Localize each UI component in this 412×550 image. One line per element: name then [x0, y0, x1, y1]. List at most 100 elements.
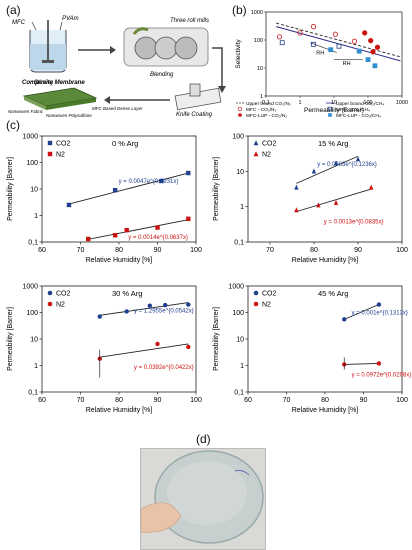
data-point [333, 160, 339, 166]
legend-label: N2 [56, 152, 65, 159]
data-point [276, 34, 283, 40]
data-point [163, 302, 168, 308]
data-point [186, 344, 191, 350]
legend-label: Upper bound CO₂/N₂ [246, 101, 291, 107]
data-point [369, 184, 374, 190]
y-tick-label: 1 [34, 213, 38, 220]
y-tick-label: 1000 [22, 134, 38, 141]
y-tick-label: 0,1 [28, 390, 38, 397]
y-tick-label: 100 [26, 310, 38, 317]
panel-label-d: (d) [196, 432, 211, 446]
legend-swatch [47, 151, 53, 157]
x-tick-label: 100 [396, 247, 408, 254]
data-point [97, 314, 102, 319]
data-point [316, 202, 321, 208]
panel-label-a: (a) [6, 3, 21, 17]
label-knife-coating: Knife Coating [176, 112, 213, 118]
x-tick-label: 70 [77, 397, 85, 404]
y-tick-label: 0,1 [234, 390, 244, 397]
fit-equation: y = 0.0013e^{0.0835x} [324, 220, 384, 226]
legend-label: CO2 [56, 141, 71, 148]
y-tick-label: 1 [240, 363, 244, 370]
permeability-plot-45-arg: 60 70 80 90 100 0,1 1 10 100 1000 Relative Humidit… [213, 284, 412, 415]
x-axis-label: Relative Humidity [%] [86, 257, 153, 264]
data-point [86, 236, 91, 242]
trend-line [99, 302, 189, 316]
data-point [362, 30, 368, 36]
data-point [147, 303, 152, 308]
fit-equation: y = 0.0972e^{0.0208x} [352, 372, 412, 378]
x-tick-label: 90 [360, 397, 368, 404]
data-point [365, 57, 371, 62]
legend-label: CO2 [56, 291, 71, 298]
trend-line [296, 155, 359, 184]
x-tick-label: 70 [77, 247, 85, 254]
legend-swatch [237, 106, 243, 112]
data-point [297, 30, 303, 36]
y-tick-label: 10 [236, 169, 244, 176]
knife-coater [174, 83, 222, 111]
y-tick-label: 1 [34, 363, 38, 370]
data-point [356, 48, 362, 54]
x-tick-label: 60 [38, 247, 46, 254]
data-point [336, 43, 342, 49]
data-point [311, 168, 317, 174]
x-tick-label: 0.1 [262, 100, 270, 106]
trend-line [68, 172, 189, 205]
x-tick-label: 80 [115, 397, 123, 404]
data-point [333, 199, 339, 205]
data-point [186, 170, 191, 176]
data-point [374, 44, 381, 50]
x-tick-label: 100 [396, 397, 408, 404]
x-tick-label: 70 [283, 397, 291, 404]
y-axis-label: Selectivity [235, 39, 242, 69]
x-tick-label: 80 [115, 247, 123, 254]
legend-swatch [253, 290, 259, 296]
y-tick-label: 1 [240, 204, 244, 211]
data-point [328, 47, 334, 53]
data-point [112, 233, 118, 238]
fit-equation: y = 0.0014e^{0.0637x} [128, 235, 188, 241]
fit-equation: y = 0.0003e^{0.1236x} [317, 162, 377, 168]
fit-equation: y = 0.001e^{0.1313x} [352, 311, 408, 317]
legend-label: N2 [262, 302, 271, 309]
y-tick-label: 0,1 [28, 240, 38, 247]
y-axis-label: Permeability [Barrer] [7, 307, 14, 371]
panel-title: 15 % Arg [318, 139, 348, 148]
y-axis-label: Permeability [Barrer] [213, 157, 220, 221]
data-point [294, 184, 299, 190]
fabrication-schematic: MFC PVAm Stirring Three roll mills Blend… [8, 16, 226, 118]
x-tick-label: 70 [266, 247, 274, 254]
legend-label: CO2 [262, 291, 277, 298]
permeability-plot-15-arg: 70 80 90 100 0,1 1 10 100 Relative Humidity [%] P… [213, 134, 408, 265]
y-tick-label: 1000 [251, 10, 263, 16]
label-three-roll-mills: Three roll mills [170, 18, 209, 24]
fit-equation: y = 0.0047e^{0.0931x} [119, 179, 179, 185]
x-tick-label: 60 [244, 397, 252, 404]
x-axis-label: Permeability (Barrer) [304, 107, 364, 114]
data-point [186, 302, 191, 307]
y-tick-label: 100 [232, 134, 244, 141]
upper-bound-co2-n2-line [276, 22, 401, 58]
legend-swatch [47, 301, 53, 307]
data-point [186, 216, 191, 222]
legend-swatch [47, 290, 53, 296]
permeability-plot-0-arg: 60 70 80 90 100 0,1 1 10 100 1000 Relative Humidit… [7, 134, 202, 265]
plot-frame [247, 135, 403, 243]
legend-swatch [253, 301, 259, 307]
x-tick-label: 60 [38, 397, 46, 404]
x-tick-label: 100 [190, 397, 202, 404]
label-pvam: PVAm [62, 16, 79, 22]
upper-bound-co2-ch4-line [276, 26, 401, 62]
y-tick-label: 1000 [228, 284, 244, 291]
fit-equation: y = 1.2955e^{0.0542x} [134, 309, 194, 315]
panel-label-c: (c) [6, 118, 20, 132]
legend-swatch [47, 140, 53, 146]
data-point [376, 361, 382, 366]
x-tick-label: 80 [321, 397, 329, 404]
x-axis-label: Relative Humidity [%] [292, 407, 359, 414]
data-point [279, 40, 285, 46]
x-axis-label: Relative Humidity [%] [86, 407, 153, 414]
x-tick-label: 1 [298, 100, 301, 106]
